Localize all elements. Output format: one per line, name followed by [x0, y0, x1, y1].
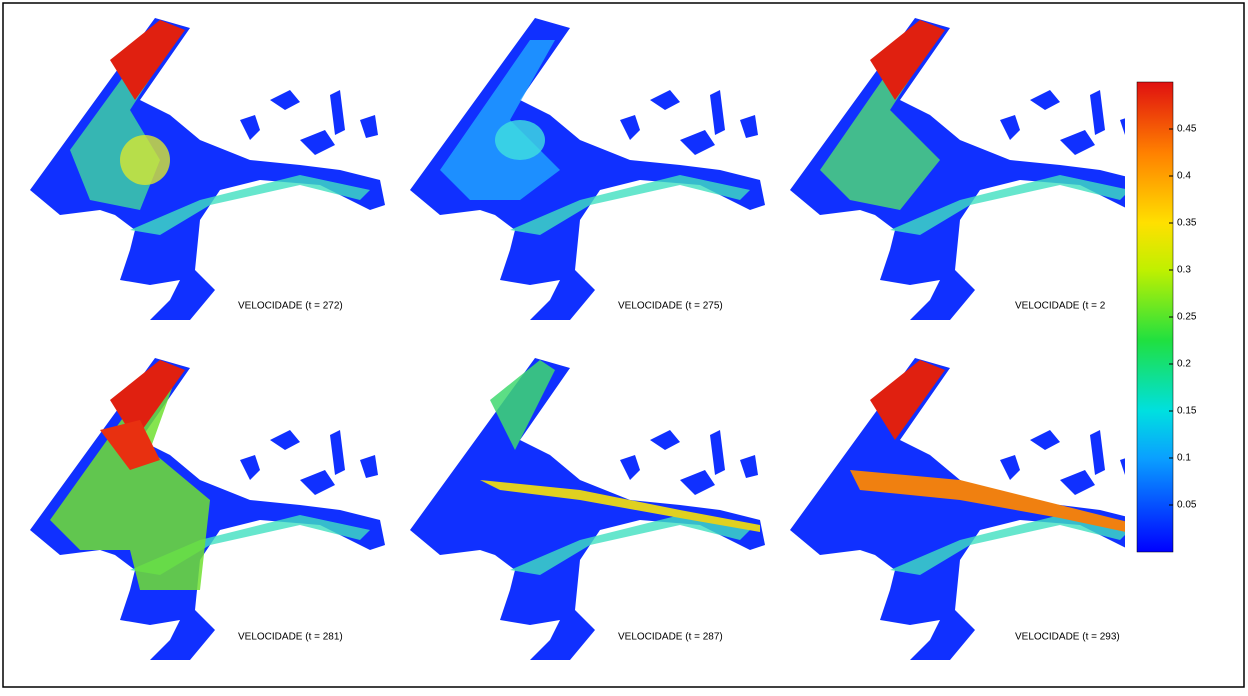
panel-label: VELOCIDADE (t = 2	[1015, 301, 1106, 312]
colorbar-tick-label: 0.45	[1177, 124, 1197, 135]
map	[410, 18, 765, 320]
map	[410, 358, 765, 660]
panel-label: VELOCIDADE (t = 281)	[238, 632, 343, 643]
panel-label: VELOCIDADE (t = 272)	[238, 301, 343, 312]
map	[790, 18, 1145, 320]
panel-label: VELOCIDADE (t = 287)	[618, 632, 723, 643]
map	[30, 18, 385, 320]
colorbar-tick-label: 0.2	[1177, 359, 1191, 370]
figure: VELOCIDADE (t = 272) VELOCIDADE (t = 275…	[0, 0, 1248, 691]
colorbar-tick-label: 0.05	[1177, 500, 1197, 511]
colorbar-tick-label: 0.35	[1177, 218, 1197, 229]
colorbar-tick-label: 0.4	[1177, 171, 1191, 182]
colorbar	[1137, 82, 1173, 552]
colorbar-tick-label: 0.1	[1177, 453, 1191, 464]
colorbar-tick-label: 0.25	[1177, 312, 1197, 323]
map	[790, 358, 1145, 660]
colorbar-tick-label: 0.15	[1177, 406, 1197, 417]
map	[30, 358, 385, 660]
panel-label: VELOCIDADE (t = 293)	[1015, 632, 1120, 643]
panel-label: VELOCIDADE (t = 275)	[618, 301, 723, 312]
colorbar-tick-label: 0.3	[1177, 265, 1191, 276]
